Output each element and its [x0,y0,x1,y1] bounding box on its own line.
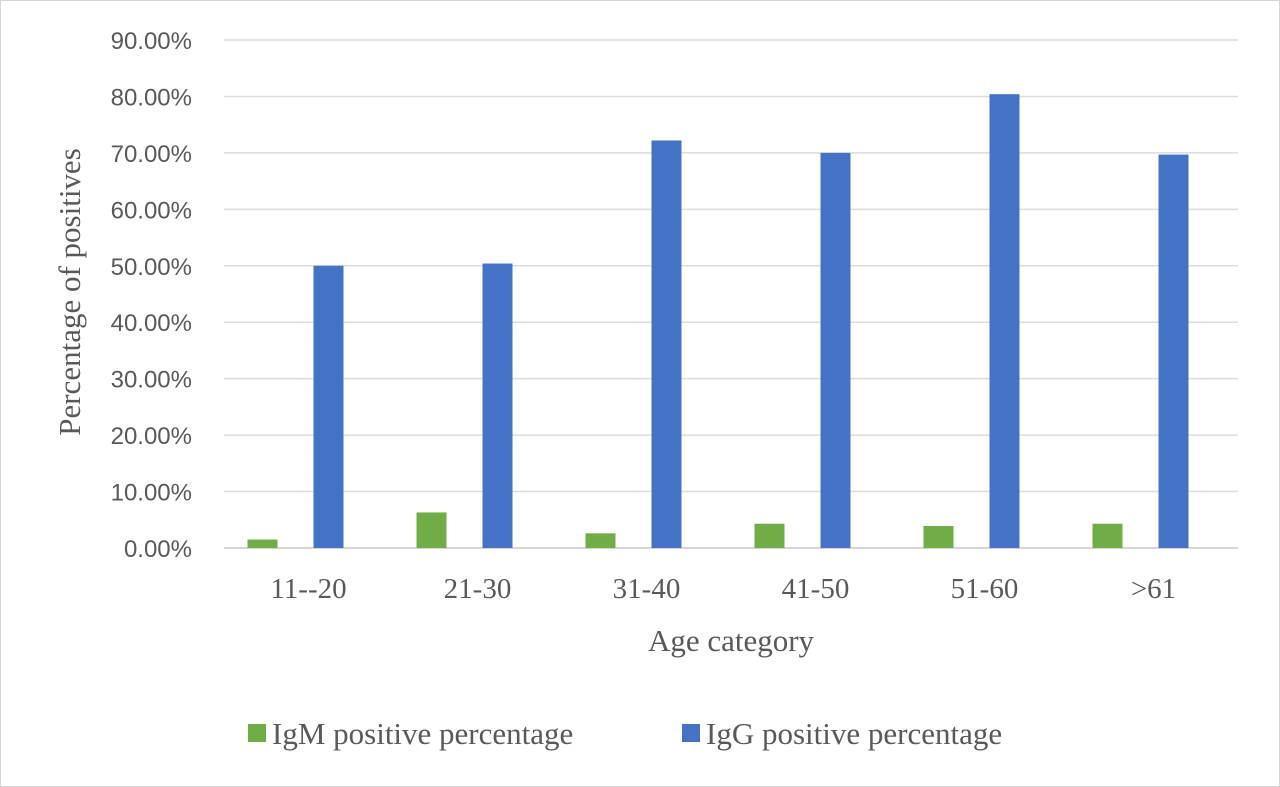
x-tick-label: 21-30 [444,573,512,605]
x-tick-label: 51-60 [951,573,1019,605]
igm-bar-0 [247,539,278,548]
igg-bar-5 [1158,154,1189,549]
y-tick-label: 10.00% [111,480,192,507]
legend-label: IgM positive percentage [272,716,573,751]
x-axis-title: Age category [648,623,815,658]
y-tick-label: 80.00% [111,84,192,111]
y-tick-label: 60.00% [111,197,192,224]
igg-bar-0 [313,265,344,548]
igm-bar-1 [416,512,447,548]
y-axis-ticks: 0.00% 10.00% 20.00% 30.00% 40.00% 50.00% 60.00… [111,28,192,563]
y-axis-title: Percentage of positives [52,148,87,436]
x-tick-label: 31-40 [613,573,681,605]
y-tick-label: 90.00% [111,28,192,55]
y-tick-label: 40.00% [111,310,192,337]
bars [247,94,1189,549]
gridlines [224,39,1238,549]
x-tick-label: >61 [1131,573,1176,605]
igm-bar-2 [585,533,616,548]
igg-bar-4 [989,94,1020,548]
x-axis-ticks: 11--20 21-30 31-40 41-50 51-60 >61 [270,573,1176,605]
igg-bar-3 [820,152,851,548]
y-tick-label: 50.00% [111,254,192,281]
legend-swatch [248,724,266,742]
y-tick-label: 0.00% [124,536,192,563]
igg-bar-2 [651,140,682,548]
x-tick-label: 11--20 [270,573,346,605]
igg-bar-1 [482,263,513,548]
x-tick-label: 41-50 [782,573,850,605]
y-tick-label: 20.00% [111,423,192,450]
igm-bar-4 [923,525,954,548]
y-tick-label: 30.00% [111,367,192,394]
legend-label: IgG positive percentage [706,716,1002,751]
igm-bar-5 [1092,523,1123,548]
igm-bar-3 [754,523,785,548]
y-tick-label: 70.00% [111,141,192,168]
legend-swatch [682,724,700,742]
legend: IgM positive percentage IgG positive perc… [248,716,1002,751]
